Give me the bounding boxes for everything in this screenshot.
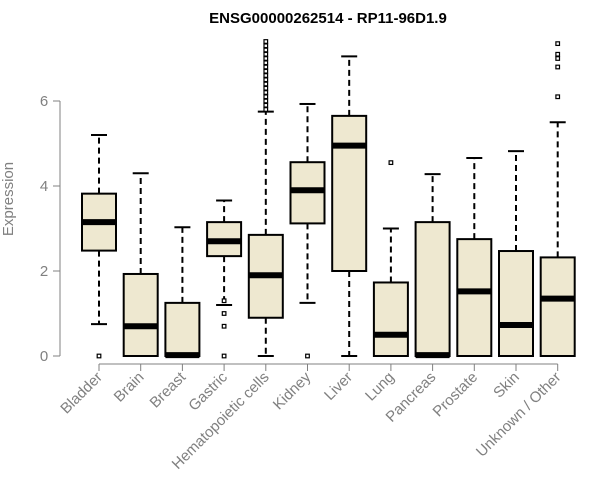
box-group — [289, 102, 326, 359]
outlier-point — [555, 41, 561, 47]
outlier-point — [263, 64, 269, 70]
x-tick-label: Bladder — [57, 369, 106, 418]
outlier-point — [263, 43, 269, 49]
y-axis: 0 2 4 6 — [40, 93, 61, 365]
outlier-point — [263, 85, 269, 91]
outlier-point — [388, 160, 394, 166]
box — [414, 221, 451, 357]
box — [164, 301, 201, 357]
box-group — [539, 41, 576, 357]
box — [122, 272, 159, 358]
y-tick-label: 0 — [40, 348, 48, 365]
box — [498, 250, 534, 357]
outlier-point — [555, 64, 561, 70]
box-group — [81, 134, 117, 359]
x-tick-label: Skin — [490, 369, 523, 402]
box-group — [206, 199, 243, 359]
x-tick-label: Brain — [111, 369, 148, 406]
x-tick-label: Lung — [362, 369, 398, 405]
outlier-point — [263, 81, 269, 87]
box-group — [372, 160, 409, 358]
box-group — [164, 226, 201, 359]
outlier-point — [263, 94, 269, 100]
y-axis-label: Expression — [0, 162, 17, 236]
x-tick-label: Kidney — [270, 368, 315, 413]
box-group — [498, 150, 534, 357]
outlier-point — [305, 353, 310, 359]
outlier-point — [263, 98, 269, 104]
x-tick-label: Breast — [147, 368, 190, 411]
outlier-point — [221, 311, 227, 316]
box-group — [331, 55, 368, 357]
box — [372, 281, 409, 358]
box-group — [247, 39, 284, 357]
outlier-point — [96, 353, 102, 359]
boxes — [81, 39, 576, 359]
x-tick-label: Liver — [321, 369, 356, 404]
box — [456, 238, 493, 357]
box-group — [414, 173, 451, 359]
outlier-point — [263, 102, 269, 108]
outlier-point — [263, 51, 269, 57]
outlier-point — [221, 323, 227, 329]
y-tick-label: 4 — [40, 178, 48, 195]
outlier-point — [263, 77, 269, 83]
outlier-point — [263, 68, 269, 74]
y-tick-label: 6 — [40, 93, 48, 110]
outlier-point — [555, 94, 561, 100]
box — [331, 114, 368, 272]
x-tick-label: Prostate — [430, 369, 482, 421]
y-tick-label: 2 — [40, 263, 48, 280]
outlier-point — [263, 90, 269, 95]
box — [539, 256, 576, 357]
outlier-point — [263, 60, 269, 66]
outlier-point — [263, 56, 269, 61]
outlier-point — [221, 298, 227, 304]
chart-title: ENSG00000262514 - RP11-96D1.9 — [209, 10, 447, 27]
box-group — [122, 172, 159, 358]
outlier-point — [263, 73, 269, 78]
outlier-point — [555, 51, 561, 57]
outlier-point — [263, 39, 269, 44]
box-group — [456, 156, 493, 357]
outlier-point — [263, 47, 269, 53]
outlier-point — [221, 353, 227, 359]
outlier-point — [555, 56, 561, 61]
outlier-point — [263, 107, 269, 112]
